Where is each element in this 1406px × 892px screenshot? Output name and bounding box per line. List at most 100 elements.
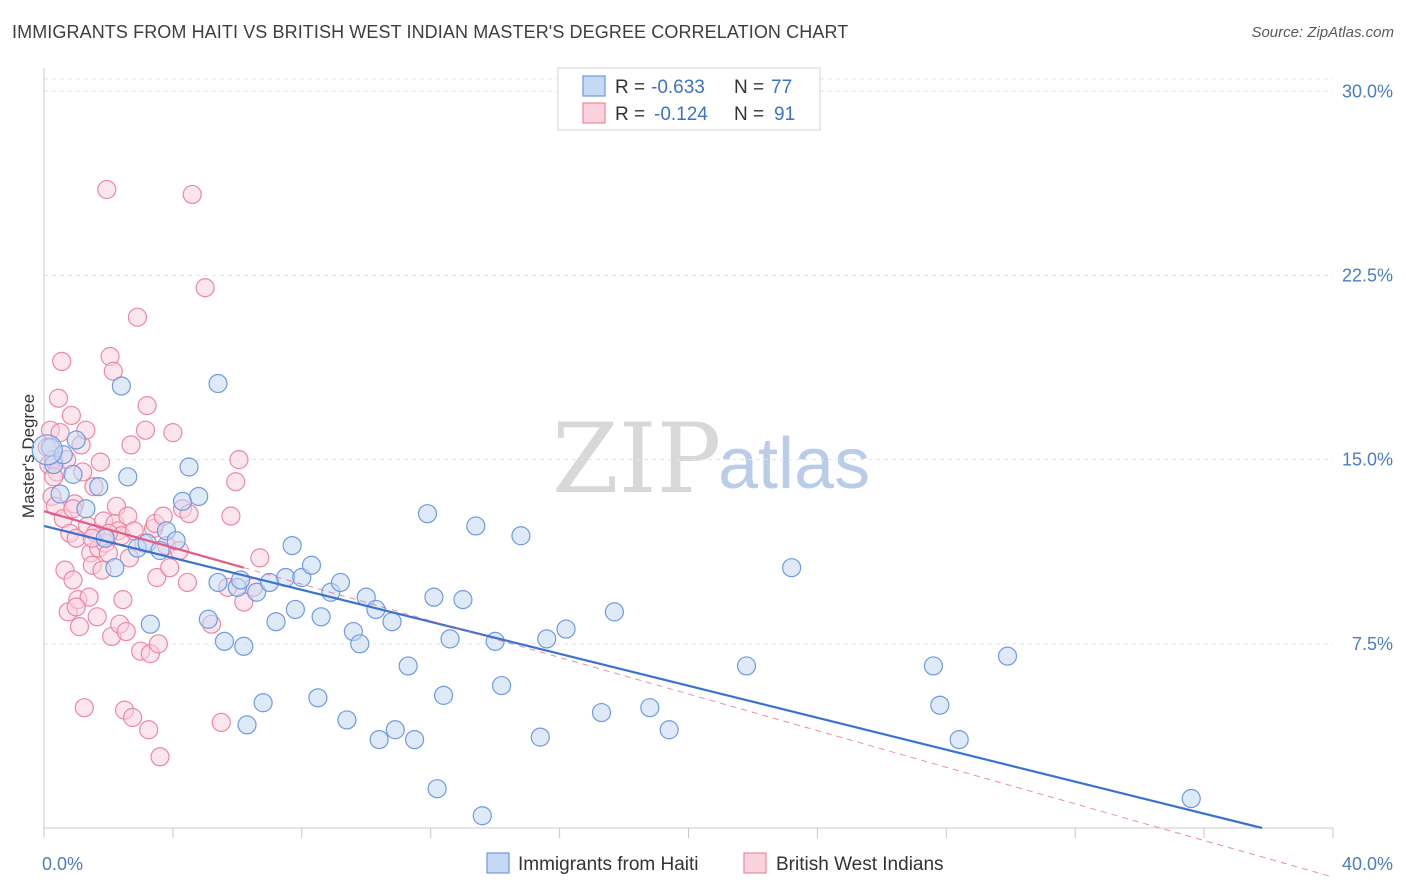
legend-r-value-bwi: -0.124 bbox=[654, 104, 708, 125]
bwi-point bbox=[87, 607, 107, 627]
haiti-point bbox=[440, 629, 460, 649]
haiti-point bbox=[782, 558, 802, 578]
legend-n-label-bwi: N = bbox=[734, 104, 764, 125]
haiti-point bbox=[511, 526, 531, 546]
bwi-point bbox=[103, 361, 123, 381]
haiti-point bbox=[172, 491, 193, 511]
haiti-point bbox=[385, 720, 405, 740]
bwi-point bbox=[123, 707, 143, 728]
bwi-point bbox=[63, 570, 83, 590]
y-axis-title: Master's Degree bbox=[19, 394, 38, 518]
watermark-zip: ZIP bbox=[552, 403, 721, 515]
bwi-point bbox=[211, 712, 231, 733]
haiti-point bbox=[382, 612, 402, 632]
bwi-point bbox=[163, 423, 183, 443]
haiti-point bbox=[189, 486, 209, 507]
haiti-point bbox=[76, 499, 96, 519]
legend-swatch-haiti bbox=[582, 75, 606, 97]
haiti-point bbox=[50, 484, 70, 504]
haiti-point bbox=[247, 582, 267, 602]
haiti-point bbox=[63, 464, 83, 484]
bwi-point bbox=[226, 472, 246, 492]
legend-r-label-haiti: R = bbox=[615, 77, 645, 98]
haiti-point bbox=[591, 702, 612, 723]
watermark: ZIP atlas bbox=[552, 403, 870, 515]
y-tick-label: 30.0% bbox=[1342, 81, 1393, 101]
haiti-point bbox=[253, 693, 273, 713]
haiti-point bbox=[95, 528, 115, 548]
haiti-point bbox=[997, 646, 1018, 666]
haiti-point bbox=[311, 607, 331, 627]
bwi-point bbox=[221, 506, 241, 526]
bwi-point bbox=[137, 396, 157, 416]
haiti-point bbox=[404, 729, 425, 750]
watermark-atlas: atlas bbox=[718, 424, 870, 504]
haiti-point bbox=[234, 636, 254, 656]
haiti-point bbox=[472, 806, 492, 826]
haiti-point bbox=[427, 779, 447, 799]
haiti-point bbox=[556, 619, 576, 639]
haiti-point bbox=[214, 631, 235, 651]
haiti-point bbox=[89, 477, 109, 497]
bwi-point bbox=[90, 452, 110, 472]
chart-source: Source: ZipAtlas.com bbox=[1251, 24, 1394, 41]
bottom-legend-swatch-haiti bbox=[486, 852, 510, 874]
haiti-point bbox=[537, 629, 557, 649]
bwi-point bbox=[195, 278, 215, 298]
haiti-point bbox=[424, 587, 444, 607]
bottom-legend-label-bwi: British West Indians bbox=[776, 854, 944, 875]
bwi-point bbox=[182, 184, 202, 205]
top-legend: R = -0.633 N = 77 R = -0.124 N = 91 bbox=[557, 67, 821, 131]
haiti-point bbox=[111, 376, 131, 396]
bwi-point bbox=[116, 621, 136, 642]
haiti-point bbox=[659, 720, 679, 740]
bwi-point bbox=[74, 698, 94, 718]
haiti-point bbox=[949, 729, 969, 750]
bwi-point bbox=[127, 307, 148, 327]
haiti-point bbox=[208, 373, 228, 394]
haiti-point bbox=[140, 614, 160, 634]
haiti-point bbox=[198, 609, 218, 629]
haiti-point bbox=[350, 634, 370, 654]
legend-swatch-bwi bbox=[582, 102, 606, 124]
bwi-point bbox=[121, 435, 141, 455]
haiti-point bbox=[208, 572, 228, 593]
haiti-point bbox=[491, 675, 512, 696]
haiti-point bbox=[179, 457, 199, 477]
haiti-point bbox=[285, 599, 305, 620]
bwi-trendline-dashed bbox=[243, 567, 1334, 878]
x-axis-ticks bbox=[43, 828, 1334, 838]
haiti-point bbox=[66, 430, 86, 450]
haiti-point bbox=[266, 612, 286, 632]
bwi-point bbox=[160, 558, 180, 578]
gridlines bbox=[44, 78, 1333, 645]
haiti-point bbox=[530, 727, 550, 747]
bwi-point bbox=[66, 597, 86, 617]
haiti-point bbox=[237, 715, 257, 735]
bwi-point bbox=[250, 548, 270, 568]
haiti-point bbox=[923, 656, 944, 676]
bwi-point bbox=[229, 450, 249, 470]
bottom-legend: Immigrants from Haiti British West India… bbox=[486, 852, 944, 875]
bwi-point bbox=[150, 747, 170, 767]
haiti-point bbox=[604, 602, 624, 622]
haiti-point bbox=[433, 685, 454, 705]
haiti-point bbox=[1181, 788, 1201, 809]
bwi-point bbox=[79, 587, 99, 607]
bwi-point bbox=[147, 567, 167, 588]
x-tick-label-min: 0.0% bbox=[42, 854, 83, 874]
trendlines bbox=[43, 510, 1334, 878]
haiti-point bbox=[337, 710, 357, 730]
x-tick-label-max: 40.0% bbox=[1342, 854, 1393, 874]
haiti-point bbox=[308, 688, 328, 708]
legend-n-label-haiti: N = bbox=[734, 77, 764, 98]
bwi-point bbox=[148, 634, 168, 654]
haiti-point bbox=[105, 558, 125, 578]
haiti-point-large bbox=[31, 434, 63, 466]
bwi-point bbox=[69, 617, 90, 637]
haiti-point bbox=[453, 590, 473, 610]
haiti-point bbox=[282, 535, 302, 556]
legend-n-value-haiti: 77 bbox=[771, 77, 792, 98]
y-tick-labels: 7.5% 15.0% 22.5% 30.0% bbox=[1342, 81, 1393, 654]
